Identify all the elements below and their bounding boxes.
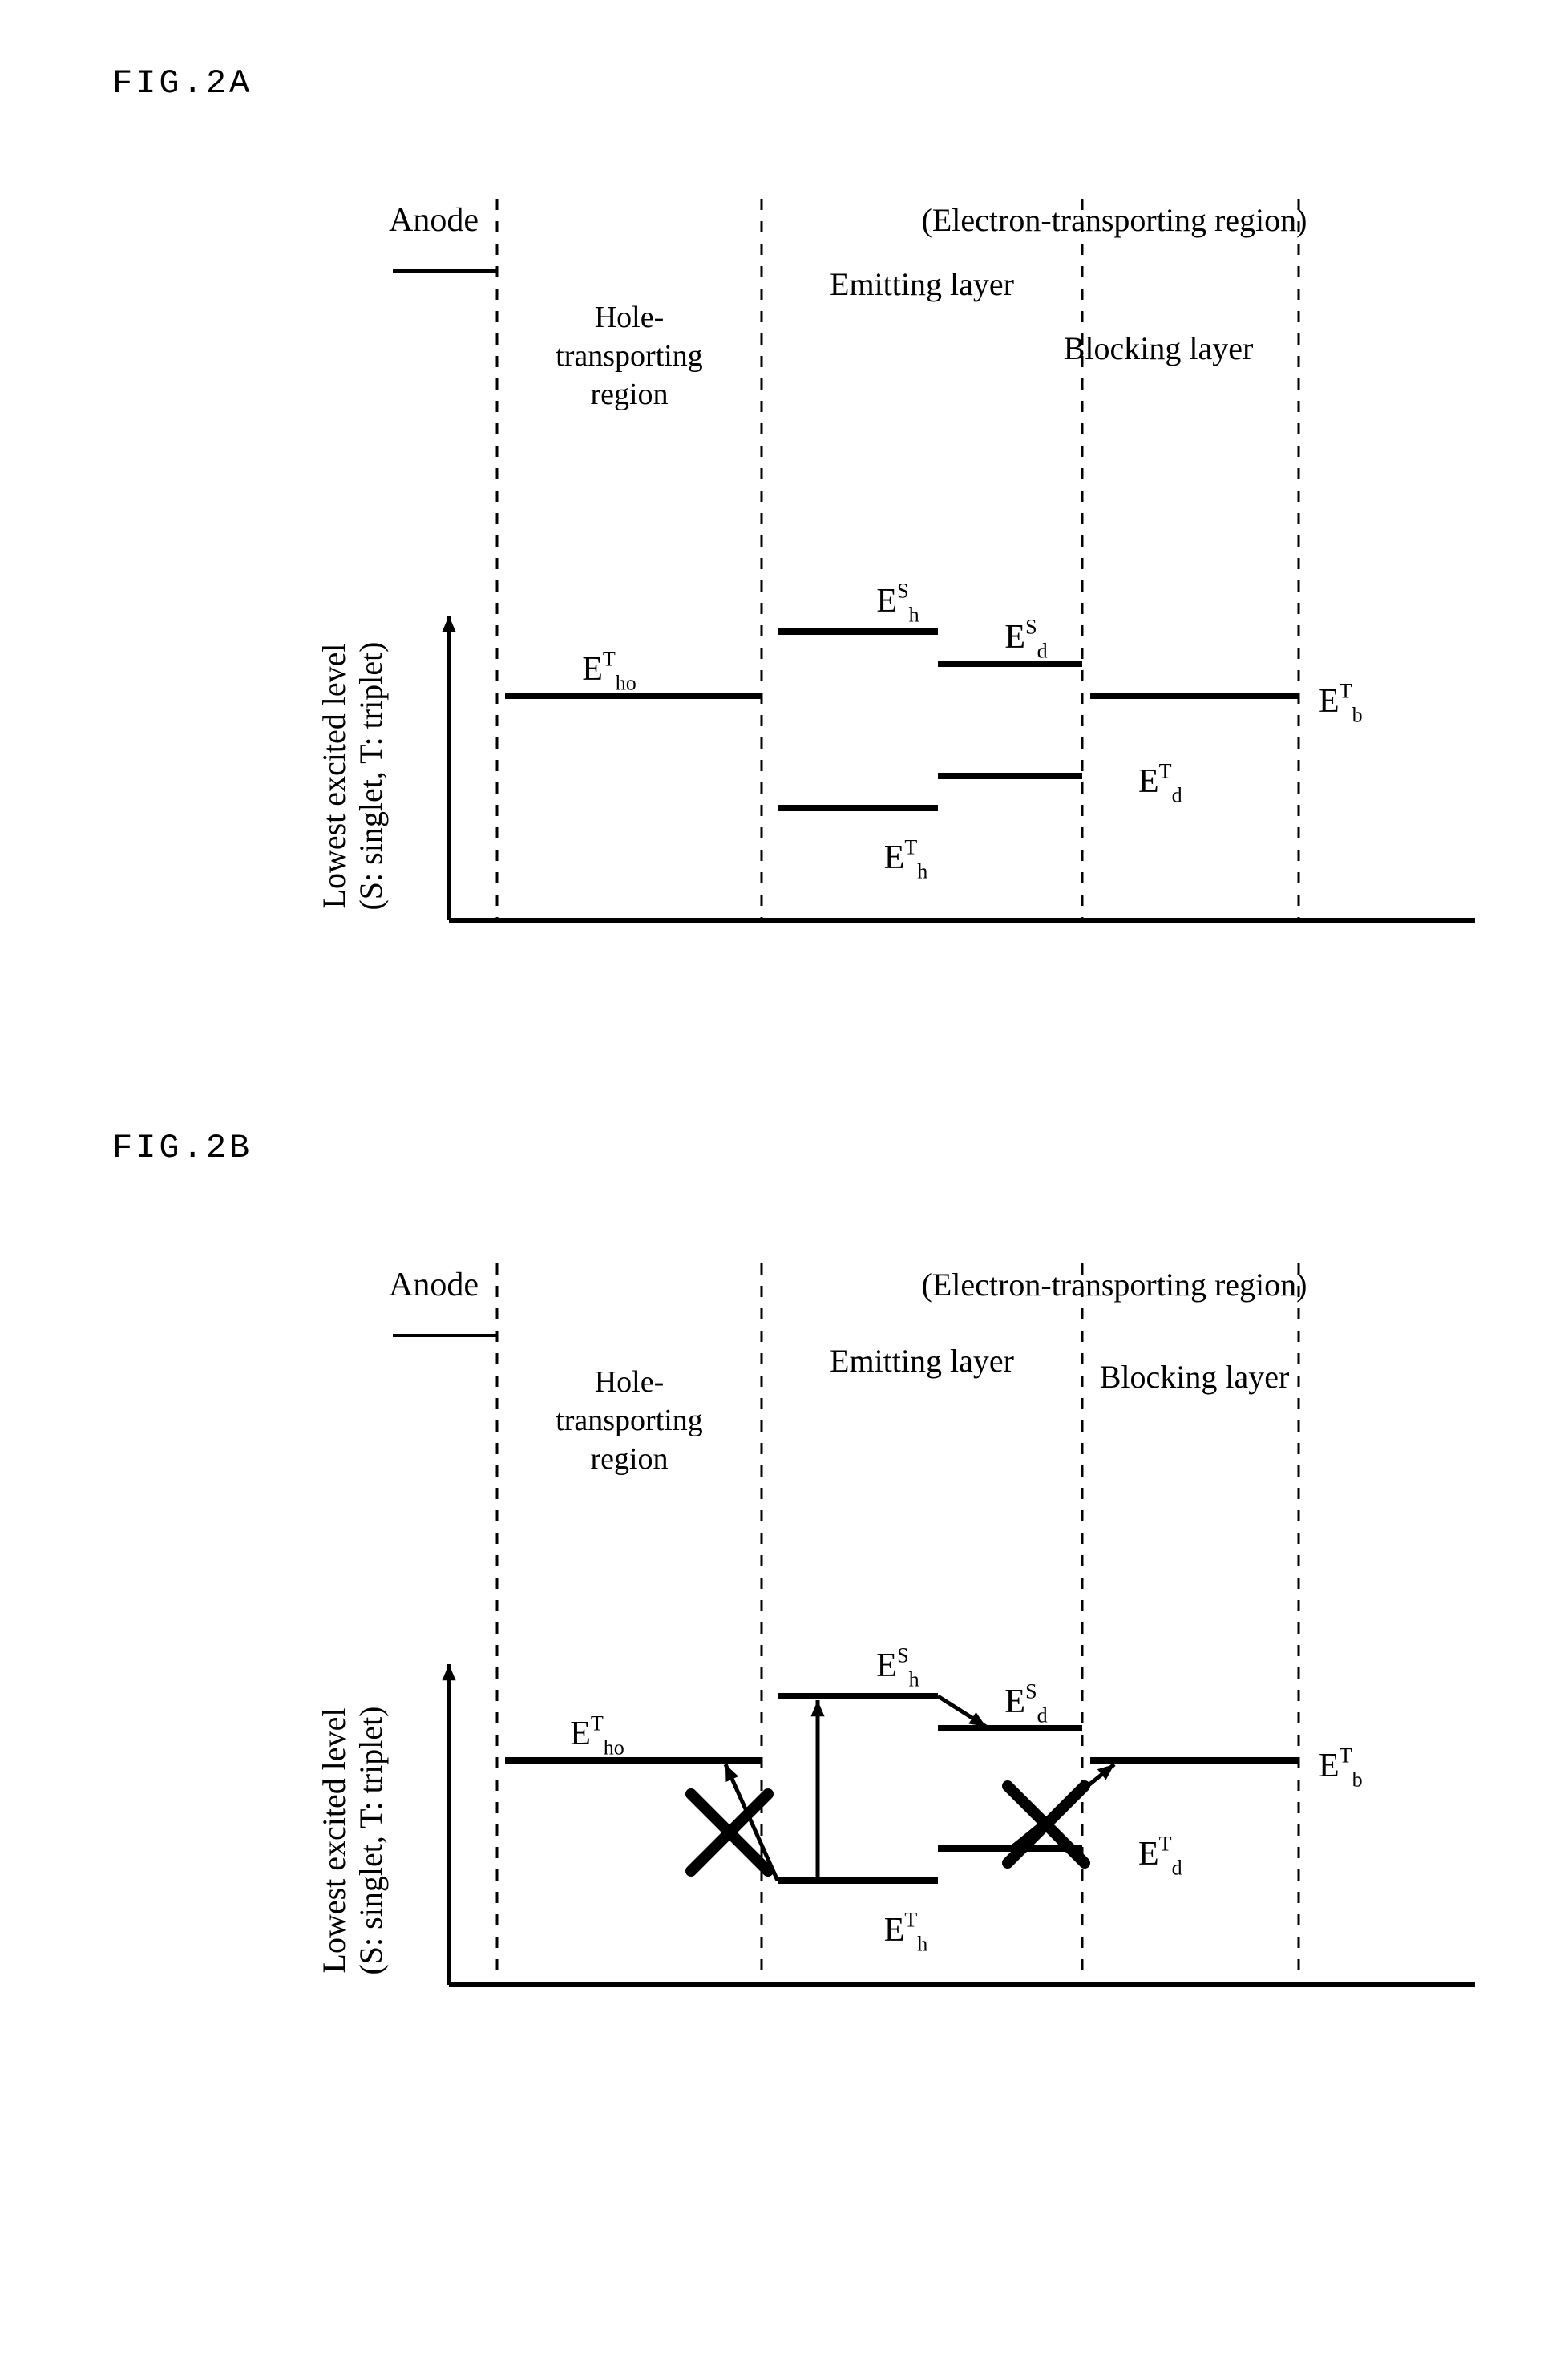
svg-text:Anode: Anode [389, 1267, 479, 1303]
svg-text:region: region [590, 1442, 668, 1476]
svg-text:transporting: transporting [556, 1404, 703, 1437]
svg-text:ETho: ETho [582, 647, 636, 694]
svg-text:ESh: ESh [876, 579, 919, 626]
svg-text:ETd: ETd [1138, 1832, 1182, 1879]
svg-text:(Electron-transporting region): (Electron-transporting region) [922, 1267, 1307, 1303]
svg-text:region: region [590, 378, 668, 411]
svg-text:ETb: ETb [1319, 1744, 1363, 1791]
svg-text:ETd: ETd [1138, 759, 1182, 806]
svg-text:ESd: ESd [1004, 1679, 1047, 1727]
svg-text:(S: singlet, T: triplet): (S: singlet, T: triplet) [353, 641, 389, 910]
svg-text:ETho: ETho [570, 1711, 624, 1759]
svg-text:(S: singlet, T: triplet): (S: singlet, T: triplet) [353, 1706, 389, 1974]
svg-text:ESh: ESh [876, 1643, 919, 1691]
fig-2a-svg: Lowest excited level(S: singlet, T: trip… [240, 151, 1523, 968]
fig-2a-diagram: Lowest excited level(S: singlet, T: trip… [240, 151, 1523, 968]
svg-text:Blocking layer: Blocking layer [1100, 1359, 1290, 1395]
svg-text:ETb: ETb [1319, 679, 1363, 726]
svg-text:ESd: ESd [1004, 615, 1047, 662]
fig-2b-caption: FIG.2B [112, 1129, 1472, 1167]
figure-2a: FIG.2A Lowest excited level(S: singlet, … [96, 64, 1472, 968]
svg-text:Hole-: Hole- [595, 301, 665, 334]
svg-text:ETh: ETh [884, 835, 928, 883]
svg-text:Lowest excited level: Lowest excited level [316, 644, 352, 909]
fig-2a-caption: FIG.2A [112, 64, 1472, 103]
fig-2b-diagram: Lowest excited level(S: singlet, T: trip… [240, 1215, 1523, 2033]
svg-text:(Electron-transporting region): (Electron-transporting region) [922, 202, 1307, 238]
svg-text:Lowest excited level: Lowest excited level [316, 1708, 352, 1974]
figure-2b: FIG.2B Lowest excited level(S: singlet, … [96, 1129, 1472, 2033]
svg-text:transporting: transporting [556, 339, 703, 373]
svg-text:Anode: Anode [389, 202, 479, 239]
svg-text:Blocking layer: Blocking layer [1064, 330, 1254, 366]
fig-2b-svg: Lowest excited level(S: singlet, T: trip… [240, 1215, 1523, 2033]
svg-text:Hole-: Hole- [595, 1365, 665, 1399]
svg-text:Emitting layer: Emitting layer [830, 1343, 1014, 1379]
svg-text:Emitting layer: Emitting layer [830, 266, 1014, 302]
svg-text:ETh: ETh [884, 1908, 928, 1955]
